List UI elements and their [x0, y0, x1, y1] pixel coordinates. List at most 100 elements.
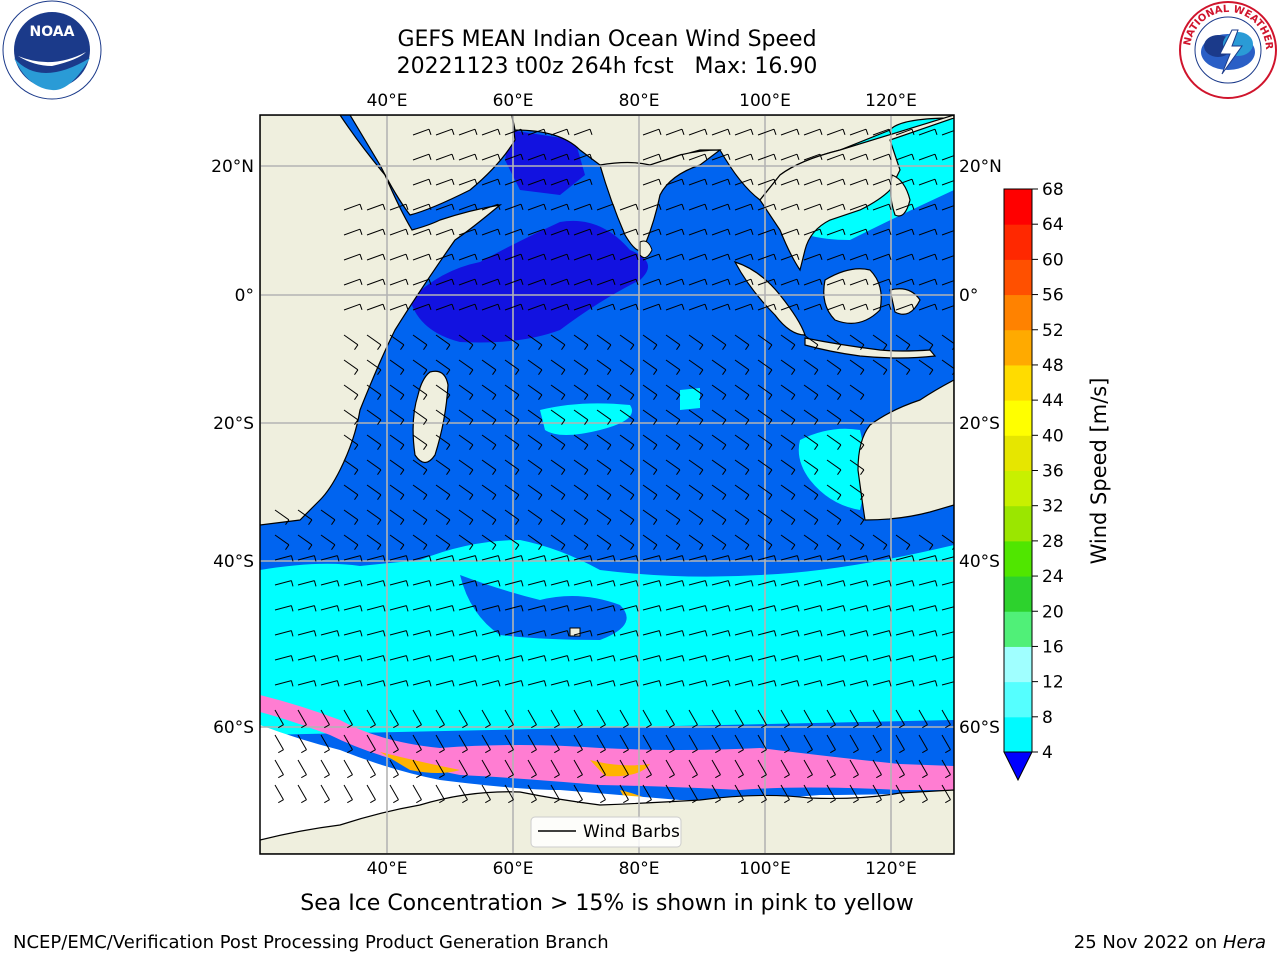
wind-barb-flag: [607, 444, 612, 450]
wind-barb: [458, 434, 474, 446]
wind-barb: [389, 784, 399, 800]
wind-barb-flag: [796, 204, 800, 210]
wind-barb: [527, 555, 545, 561]
wind-barb-flag: [768, 369, 773, 375]
wind-barb: [458, 228, 476, 236]
wind-barb: [573, 459, 589, 471]
wind-barb-flag: [566, 129, 570, 135]
wind-barb: [918, 655, 936, 661]
wind-barb: [366, 509, 382, 521]
wind-barb-flag: [515, 394, 520, 400]
wind-barb: [872, 655, 890, 661]
wind-barb: [803, 630, 821, 636]
wind-barb-flag: [439, 749, 445, 754]
wind-barb-flag: [630, 444, 635, 450]
wind-barb-flag: [906, 344, 911, 350]
wind-barb: [665, 709, 675, 725]
wind-barb: [688, 734, 698, 750]
wind-barb: [458, 384, 474, 396]
wind-barb: [711, 178, 729, 186]
wind-barb: [895, 228, 913, 236]
wind-barb-flag: [515, 444, 520, 450]
wind-barb: [642, 680, 660, 686]
wind-barb: [757, 153, 775, 161]
wind-barb-flag: [745, 444, 750, 450]
wind-barb: [481, 605, 499, 611]
wind-barb: [596, 228, 614, 236]
wind-barb: [619, 459, 635, 471]
wind-barb-flag: [359, 279, 363, 285]
wind-barb-flag: [860, 519, 865, 525]
wind-barb-flag: [612, 580, 616, 587]
wind-barb: [389, 459, 405, 471]
wind-barb-flag: [331, 544, 336, 550]
wind-barb: [619, 630, 637, 636]
wind-barb: [274, 605, 292, 611]
wind-barb-flag: [911, 229, 915, 235]
wind-barb: [619, 759, 629, 775]
wind-barb: [895, 630, 913, 636]
wind-barb-flag: [577, 724, 583, 729]
wind-barb: [389, 655, 407, 661]
wind-barb: [573, 534, 589, 546]
wind-barb: [826, 509, 842, 521]
wind-barb: [596, 334, 612, 346]
wind-barb-flag: [278, 799, 284, 804]
wind-barb-flag: [750, 655, 754, 662]
wind-barb: [803, 153, 821, 161]
wind-barb-flag: [768, 444, 773, 450]
wind-barb: [849, 434, 865, 446]
wind-barb: [941, 656, 954, 661]
wind-barb-flag: [837, 469, 842, 475]
wind-barb-flag: [428, 254, 432, 260]
wind-barb: [481, 253, 499, 261]
wind-barb: [826, 359, 842, 371]
wind-barb-flag: [704, 154, 708, 160]
wind-barb: [389, 509, 405, 521]
wind-barb-flag: [405, 204, 409, 210]
wind-barb-flag: [888, 279, 892, 285]
legend: Wind Barbs: [530, 816, 682, 848]
wind-barb-flag: [324, 749, 330, 754]
wind-barb: [849, 178, 867, 186]
wind-barb: [550, 434, 566, 446]
wind-barb: [550, 605, 568, 611]
wind-barb-flag: [853, 774, 859, 779]
wind-barb-flag: [681, 605, 685, 612]
wind-barb: [274, 630, 292, 636]
wind-barb: [872, 303, 890, 311]
wind-barb-flag: [336, 605, 340, 612]
wind-barb-flag: [860, 344, 865, 350]
wind-barb: [550, 128, 568, 136]
wind-barb-flag: [669, 774, 675, 779]
wind-barb-flag: [497, 279, 501, 285]
wind-barb-flag: [745, 419, 750, 425]
colorbar-tick-label: 64: [1042, 215, 1064, 235]
wind-barb: [688, 228, 706, 236]
wind-barb-flag: [497, 580, 501, 587]
colorbar-segment: [1004, 470, 1032, 507]
colorbar-segment: [1004, 611, 1032, 647]
wind-barb-flag: [428, 655, 432, 662]
wind-barb: [619, 655, 637, 661]
wind-barb-flag: [727, 680, 731, 687]
wind-barb: [596, 605, 614, 611]
wind-barb: [780, 734, 790, 750]
wind-barb-flag: [554, 724, 560, 729]
srilanka-land: [639, 240, 653, 259]
colorbar-title: Wind Speed [m/s]: [1087, 378, 1111, 565]
wind-barb: [573, 384, 589, 396]
wind-barb-flag: [768, 344, 773, 350]
wind-barb-flag: [584, 494, 589, 500]
wind-barb-flag: [347, 724, 353, 729]
wind-barb-flag: [681, 179, 685, 185]
wind-barb: [711, 303, 729, 311]
noaa-logo: NOAA: [2, 0, 102, 100]
wind-barb: [366, 534, 382, 546]
colorbar-tick-label: 20: [1042, 602, 1064, 622]
wind-barb-flag: [819, 154, 823, 160]
wind-barb-flag: [554, 799, 560, 804]
wind-barb-flag: [451, 680, 455, 687]
wind-barb: [803, 784, 813, 800]
wind-barb: [458, 303, 476, 311]
